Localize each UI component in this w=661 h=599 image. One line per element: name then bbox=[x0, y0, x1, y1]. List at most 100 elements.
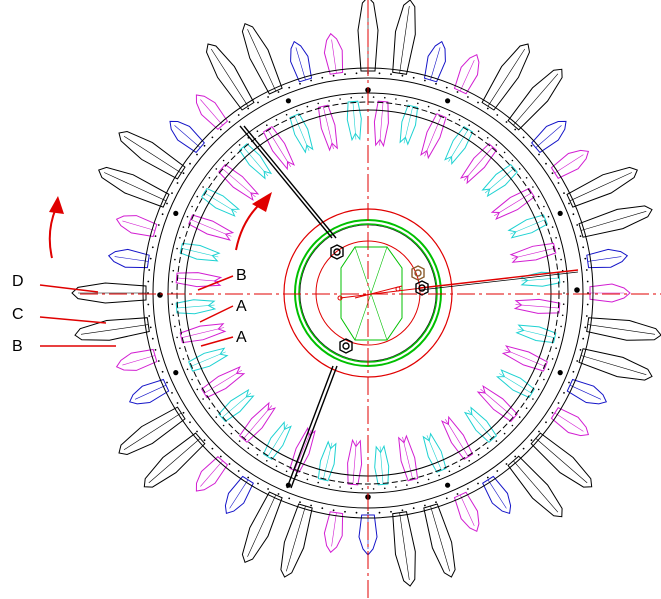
inner-blade bbox=[422, 432, 447, 473]
ring-hole bbox=[257, 101, 259, 104]
ring-hole bbox=[161, 370, 164, 373]
ring-hole bbox=[147, 303, 150, 306]
ring-hole bbox=[551, 358, 554, 360]
ring-hole bbox=[477, 482, 479, 485]
outer-ring-holes bbox=[147, 72, 589, 514]
inner-blade bbox=[509, 242, 557, 263]
ring-hole bbox=[296, 109, 298, 112]
ring-hole bbox=[211, 136, 214, 139]
ring-hole bbox=[171, 281, 174, 283]
inner-blade-spine bbox=[494, 192, 532, 216]
inner-blade-spine bbox=[403, 106, 414, 144]
ring-hole bbox=[495, 440, 498, 442]
outer-blade-spine bbox=[399, 5, 410, 74]
ring-hole bbox=[277, 493, 280, 495]
ring-hole bbox=[384, 487, 386, 490]
outer-blade-spine bbox=[459, 494, 475, 527]
inner-blade-spine bbox=[221, 168, 256, 198]
ring-hole bbox=[344, 73, 346, 76]
ring-hole bbox=[427, 478, 430, 481]
ring-hole bbox=[560, 258, 562, 261]
ring-hole bbox=[518, 416, 521, 418]
ring-hole bbox=[537, 388, 540, 391]
inner-blade-spine bbox=[190, 351, 226, 367]
ring-hole bbox=[547, 368, 550, 371]
ring-hole bbox=[350, 96, 353, 99]
inner-blade-spine bbox=[480, 388, 515, 418]
outer-blade-spine bbox=[247, 494, 277, 557]
ring-hole bbox=[361, 96, 364, 98]
ring-hole bbox=[182, 226, 185, 228]
ring-hole bbox=[256, 130, 259, 132]
ring-hole bbox=[182, 172, 185, 175]
ring-hole bbox=[182, 358, 185, 360]
inner-blade bbox=[420, 113, 447, 160]
inner-blade bbox=[179, 242, 221, 262]
ring-hole bbox=[555, 347, 557, 350]
ring-hole bbox=[267, 96, 269, 98]
ring-hole bbox=[438, 474, 440, 477]
outer-blade bbox=[482, 475, 512, 515]
outer-blade-spine bbox=[123, 412, 182, 451]
ring-hole bbox=[203, 144, 206, 147]
ring-hole bbox=[339, 486, 341, 488]
ring-hole bbox=[267, 488, 269, 490]
ring-hole bbox=[530, 439, 533, 442]
ring-hole bbox=[568, 202, 570, 205]
mount-hole bbox=[173, 370, 179, 376]
ring-hole bbox=[511, 424, 514, 427]
inner-blade-spine bbox=[267, 424, 288, 457]
ring-hole bbox=[208, 177, 211, 179]
ring-hole bbox=[275, 465, 278, 468]
inner-blade-spine bbox=[267, 129, 291, 167]
ring-hole bbox=[202, 186, 204, 188]
ring-hole bbox=[154, 349, 157, 351]
inner-blade bbox=[289, 113, 314, 154]
inner-blade-spine bbox=[190, 219, 232, 237]
ring-hole bbox=[560, 325, 562, 328]
ring-hole bbox=[196, 388, 199, 391]
ring-hole bbox=[412, 76, 415, 79]
outer-blade-spine bbox=[399, 512, 410, 581]
inner-blade bbox=[399, 104, 419, 146]
ring-hole bbox=[151, 337, 154, 340]
outer-blade bbox=[392, 511, 416, 587]
mount-hole bbox=[173, 210, 179, 216]
ring-hole bbox=[561, 314, 564, 317]
ring-hole bbox=[384, 96, 386, 99]
outer-blade-spine bbox=[487, 479, 507, 509]
rotation-arrow-inner bbox=[235, 192, 272, 251]
ring-hole bbox=[486, 107, 489, 110]
ring-hole bbox=[157, 224, 160, 226]
inner-blade-spine bbox=[294, 115, 310, 151]
ring-hole bbox=[288, 86, 291, 89]
ring-hole bbox=[172, 269, 175, 272]
ring-hole bbox=[174, 258, 176, 261]
ring-hole bbox=[332, 509, 335, 512]
ring-hole bbox=[176, 182, 179, 184]
inner-blade-spine bbox=[294, 429, 312, 471]
outer-blade bbox=[115, 215, 158, 238]
ring-hole bbox=[219, 455, 222, 458]
ring-hole bbox=[417, 481, 419, 484]
ring-hole bbox=[151, 246, 154, 249]
ring-hole bbox=[486, 476, 489, 479]
ring-hole bbox=[299, 82, 301, 85]
outer-blade-spine bbox=[569, 172, 632, 202]
ring-hole bbox=[511, 159, 514, 162]
ring-hole bbox=[230, 432, 233, 435]
outer-blade-spine bbox=[134, 384, 167, 400]
ring-hole bbox=[378, 511, 381, 514]
ring-hole bbox=[317, 102, 320, 105]
inner-blade-spine bbox=[445, 419, 469, 457]
ring-hole bbox=[522, 447, 525, 450]
ring-hole bbox=[186, 215, 189, 218]
label-d: D bbox=[12, 273, 24, 290]
ring-hole bbox=[196, 195, 199, 198]
label-c: C bbox=[12, 306, 24, 323]
ring-hole bbox=[496, 114, 499, 116]
mount-hole bbox=[285, 98, 291, 104]
ring-hole bbox=[438, 109, 440, 112]
outer-blade bbox=[453, 53, 480, 95]
ring-hole bbox=[555, 237, 557, 239]
